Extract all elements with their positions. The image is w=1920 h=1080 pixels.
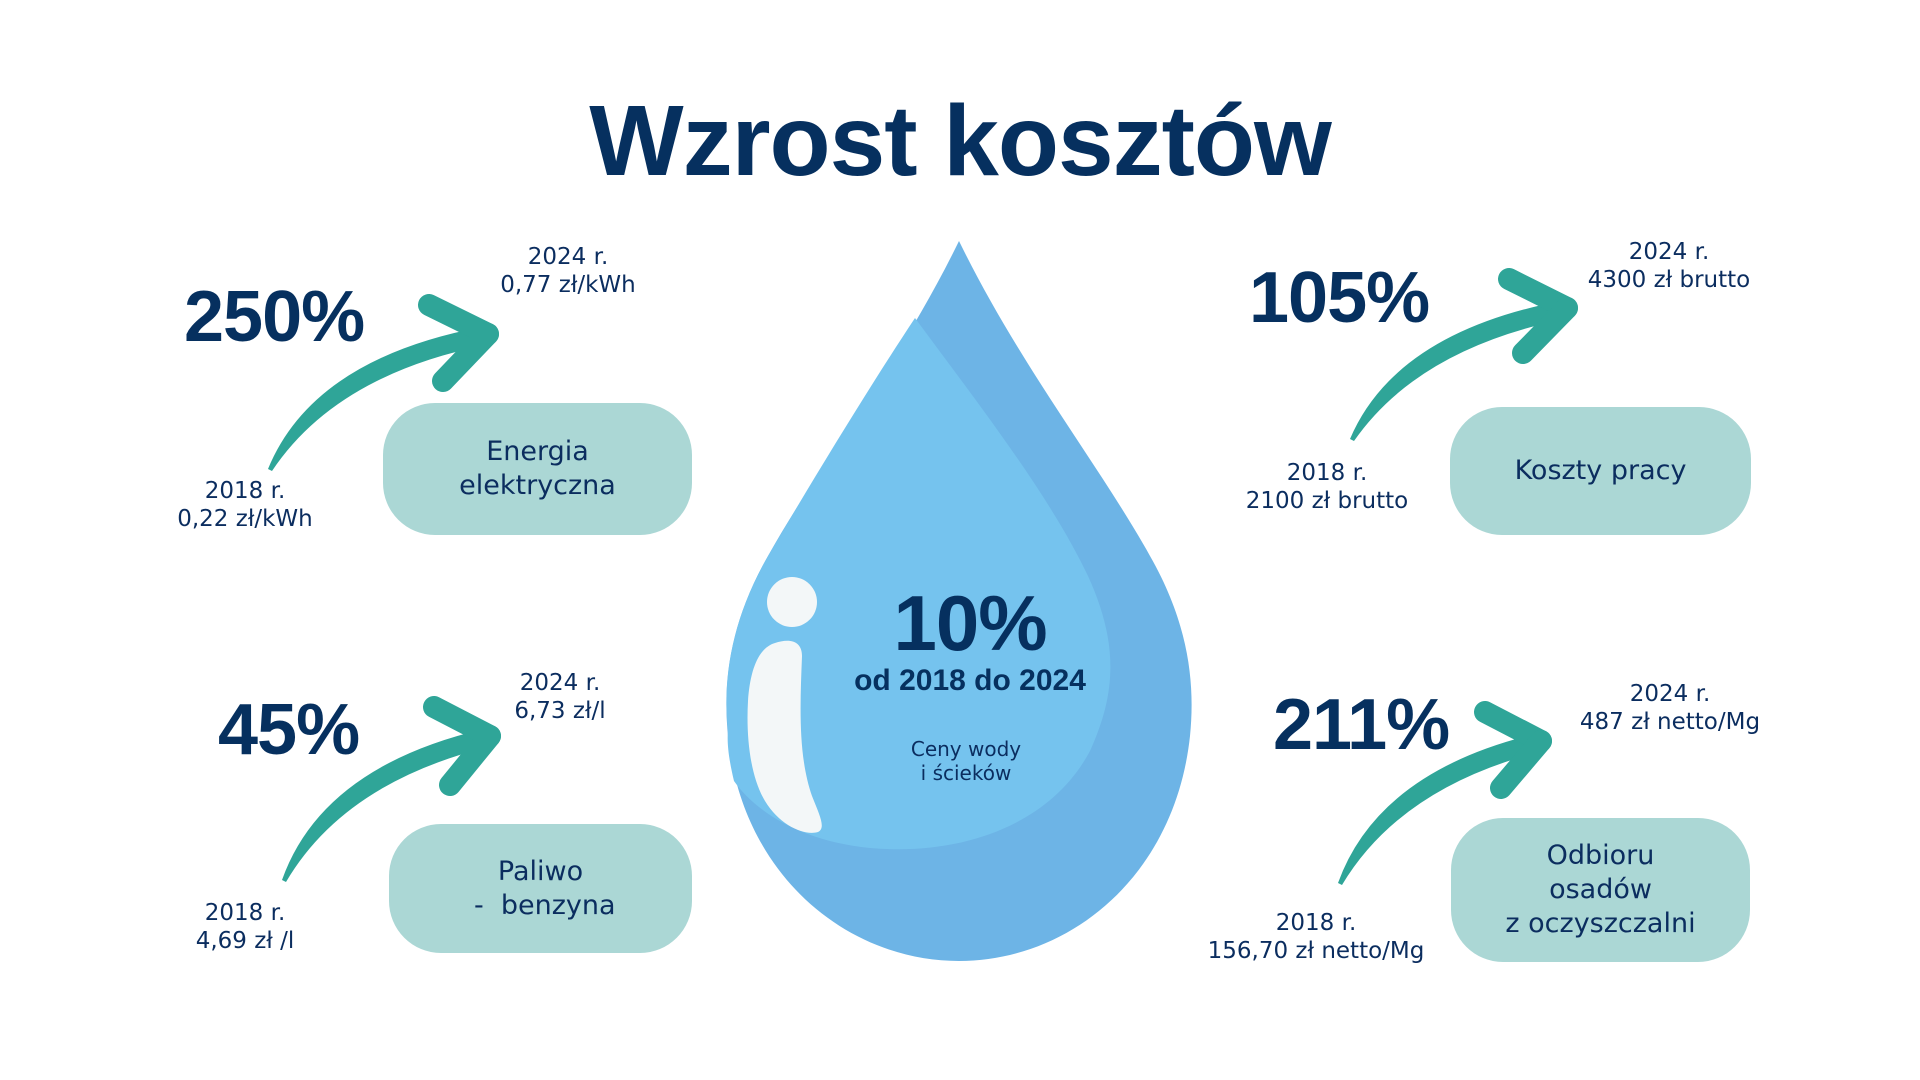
center-percent: 10% (893, 579, 1047, 667)
labor-2024-year: 2024 r. (1628, 239, 1710, 265)
labor-2024-value: 2024 r. 4300 zł brutto (1569, 238, 1769, 294)
energy-percent: 250% (184, 277, 365, 357)
sludge-category-line-1: Odbioru (1546, 840, 1655, 871)
fuel-category-line-1: Paliwo (497, 855, 584, 887)
trend-up-arrow-icon (282, 696, 501, 882)
energy-2018-value: 2018 r. 0,22 zł/kWh (145, 477, 345, 533)
fuel-2018-year: 2018 r. (204, 900, 286, 926)
energy-2018-year: 2018 r. (204, 478, 286, 504)
sludge-2018-value: 2018 r. 156,70 zł netto/Mg (1186, 909, 1446, 965)
center-label-line-2: i ścieków (920, 761, 1012, 785)
sludge-category-line-3: z oczyszczalni (1505, 908, 1696, 939)
labor-2024-price: 4300 zł brutto (1587, 267, 1751, 293)
labor-percent: 105% (1249, 258, 1430, 338)
page-title: Wzrost kosztów (589, 85, 1332, 197)
labor-category-line-1: Koszty pracy (1514, 455, 1687, 486)
sludge-2024-year: 2024 r. (1629, 681, 1711, 707)
sludge-2018-price: 156,70 zł netto/Mg (1207, 938, 1425, 964)
labor-2018-value: 2018 r. 2100 zł brutto (1227, 459, 1427, 515)
sludge-2024-value: 2024 r. 487 zł netto/Mg (1560, 680, 1780, 736)
sludge-2018-year: 2018 r. (1275, 910, 1357, 936)
fuel-2024-value: 2024 r. 6,73 zł/l (460, 669, 660, 725)
fuel-category-line-2: - benzyna (465, 889, 616, 921)
energy-2024-price: 0,77 zł/kWh (500, 272, 636, 298)
fuel-2018-price: 4,69 zł /l (195, 928, 295, 954)
trend-up-arrow-icon (268, 294, 499, 471)
fuel-2018-value: 2018 r. 4,69 zł /l (145, 899, 345, 955)
water-drop-icon (726, 241, 1192, 961)
energy-2024-value: 2024 r. 0,77 zł/kWh (468, 243, 668, 299)
energy-2018-price: 0,22 zł/kWh (177, 506, 313, 532)
fuel-2024-year: 2024 r. (519, 670, 601, 696)
energy-category-box: Energia elektryczna (383, 403, 692, 535)
trend-up-arrow-icon (1350, 268, 1578, 441)
fuel-category-box: Paliwo - benzyna (389, 824, 692, 953)
center-label-line-1: Ceny wody (910, 737, 1022, 761)
center-range: od 2018 do 2024 (854, 664, 1086, 697)
sludge-category-box: Odbioru osadów z oczyszczalni (1451, 818, 1750, 962)
labor-category-box: Koszty pracy (1450, 407, 1751, 535)
labor-2018-year: 2018 r. (1286, 460, 1368, 486)
labor-2018-price: 2100 zł brutto (1245, 488, 1409, 514)
energy-category-line-2: elektryczna (459, 470, 616, 501)
sludge-2024-price: 487 zł netto/Mg (1579, 709, 1761, 735)
trend-up-arrow-icon (1338, 701, 1552, 885)
sludge-percent: 211% (1273, 685, 1450, 765)
energy-category-line-1: Energia (486, 436, 589, 467)
fuel-percent: 45% (218, 690, 360, 770)
sludge-category-line-2: osadów (1549, 874, 1652, 905)
energy-2024-year: 2024 r. (527, 244, 609, 270)
fuel-2024-price: 6,73 zł/l (514, 698, 606, 724)
center-label: Ceny wody i ścieków (866, 737, 1066, 785)
